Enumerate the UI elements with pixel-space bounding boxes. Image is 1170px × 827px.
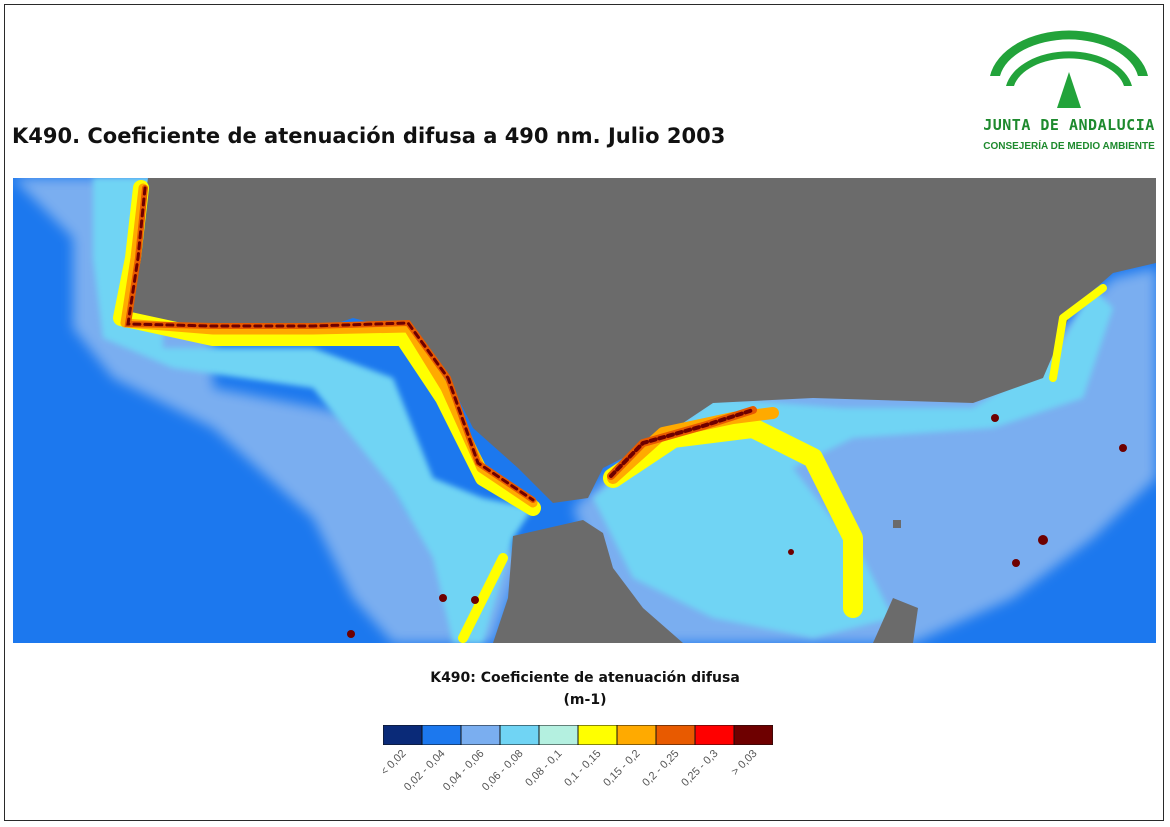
legend-swatch-6 [616, 725, 657, 745]
legend-title-line1: K490: Coeficiente de atenuación difusa [430, 670, 740, 686]
legend-color-bar [383, 725, 773, 745]
legend-labels: < 0,020,02 - 0,040,04 - 0,060,06 - 0,080… [383, 750, 760, 793]
legend-label-4: 0,08 - 0,1 [523, 750, 564, 789]
legend-label-1: 0,02 - 0,04 [402, 750, 448, 793]
legend-title: K490: Coeficiente de atenuación difusa (… [300, 667, 870, 711]
page-title: K490. Coeficiente de atenuación difusa a… [12, 124, 726, 148]
land-africa [493, 520, 683, 643]
legend-swatch-8 [694, 725, 735, 745]
legend-label-8: 0,25 - 0,3 [679, 750, 720, 789]
legend-label-9: > 0,03 [729, 750, 759, 778]
logo-emblem-icon [990, 30, 1148, 108]
legend-label-6: 0,15 - 0,2 [601, 750, 642, 789]
legend-label-0: < 0,02 [383, 750, 409, 778]
k490-map [13, 178, 1156, 643]
legend-swatch-7 [655, 725, 696, 745]
legend-label-2: 0,04 - 0,06 [441, 750, 487, 793]
legend-label-7: 0,2 - 0,25 [640, 750, 681, 789]
legend-swatch-0 [383, 725, 423, 745]
legend-swatch-1 [421, 725, 462, 745]
legend-swatch-4 [538, 725, 579, 745]
legend-title-line2: (m-1) [563, 692, 607, 708]
land-islet [893, 520, 901, 528]
legend-swatch-5 [577, 725, 618, 745]
land-africa-east [873, 598, 918, 643]
logo-brand-text: JUNTA DE ANDALUCIA [983, 116, 1155, 134]
page-frame [4, 4, 1164, 821]
legend-swatch-2 [460, 725, 501, 745]
legend-label-5: 0,1 - 0,15 [562, 750, 603, 789]
coastal-zone-west [93, 178, 533, 643]
logo-department-text: CONSEJERÍA DE MEDIO AMBIENTE [983, 141, 1155, 152]
junta-de-andalucia-logo: JUNTA DE ANDALUCIA CONSEJERÍA DE MEDIO A… [976, 14, 1162, 164]
legend-label-3: 0,06 - 0,08 [480, 750, 526, 793]
coastal-zone-east [593, 288, 1113, 638]
legend-swatch-3 [499, 725, 540, 745]
high-attenuation-hotspots [124, 185, 1127, 638]
land-iberia [118, 178, 1156, 503]
legend-swatch-9 [733, 725, 773, 745]
